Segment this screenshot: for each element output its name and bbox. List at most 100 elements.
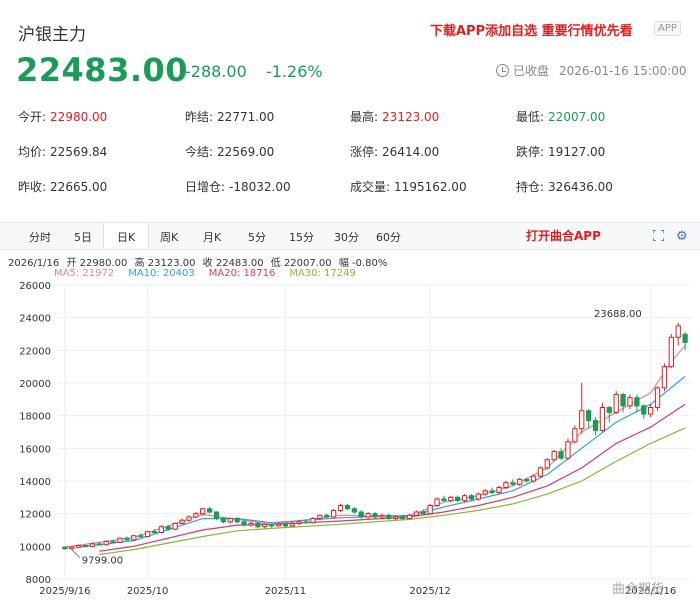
tab-4[interactable]: 月K [203, 231, 222, 244]
candle-body [372, 513, 378, 518]
candle-body [282, 523, 289, 527]
stat-item: 昨结: 22771.00 [185, 108, 274, 125]
stat-item: 持仓: 326436.00 [516, 178, 613, 195]
candle-body [317, 514, 323, 520]
candle-body [620, 393, 626, 407]
tab-1[interactable]: 5日 [74, 231, 92, 244]
gear-icon[interactable]: ⚙ [676, 229, 688, 244]
candle-body [268, 523, 275, 527]
candle-body [289, 522, 295, 527]
candle-body [344, 505, 351, 510]
candle-body [296, 521, 302, 524]
page-title: 沪银主力 [18, 25, 86, 45]
stat-value: 22569.84 [50, 145, 108, 159]
candle-body [455, 496, 461, 502]
candle-body [151, 531, 158, 534]
x-tick-label: 2025/11 [265, 586, 307, 597]
y-tick-label: 12000 [19, 510, 51, 521]
y-tick-label: 26000 [19, 281, 51, 292]
ma-legend-item: MA20: 18716 [208, 268, 276, 279]
stat-value: 22665.00 [50, 180, 108, 194]
open-app-link[interactable]: 打开曲合APP [526, 229, 601, 243]
candle-body [489, 490, 495, 493]
candle-body [351, 508, 357, 513]
candle-body [193, 513, 199, 518]
price-change: -288.00 [185, 62, 247, 81]
tab-5[interactable]: 5分 [248, 231, 266, 244]
tab-6[interactable]: 15分 [289, 231, 314, 244]
y-tick-label: 18000 [19, 412, 51, 423]
candle-body [510, 482, 516, 485]
kline-chart[interactable]: 8000 10000 12000 14000 16000 18000 20000 22000 2… [0, 278, 700, 601]
stat-item: 最高: 23123.00 [350, 108, 439, 125]
y-tick-label: 20000 [19, 379, 51, 390]
candle-body [413, 511, 419, 516]
stat-label: 涨停: [350, 145, 379, 159]
candle-body [420, 511, 426, 515]
stat-item: 均价: 22569.84 [18, 143, 107, 160]
candle-body [675, 325, 681, 338]
candle-body [668, 336, 674, 368]
stat-item: 成交量: 1195162.00 [350, 178, 467, 195]
candle-body [585, 410, 592, 422]
ma-legend-item: MA30: 17249 [289, 268, 356, 279]
download-app-promo-link[interactable]: 下载APP添加自选 重要行情优先看 [430, 24, 633, 39]
stat-label: 今开: [18, 110, 47, 124]
stat-label: 均价: [18, 145, 47, 159]
active-tab-highlight [103, 223, 149, 248]
candle-body [275, 523, 282, 527]
tab-0[interactable]: 分时 [29, 231, 51, 244]
candle-body [530, 475, 537, 482]
fullscreen-icon[interactable] [653, 230, 664, 241]
candle-body [138, 535, 144, 538]
stat-label: 持仓: [516, 180, 545, 194]
candle-body [448, 496, 454, 502]
candle-body [648, 407, 654, 415]
stat-item: 跌停: 19127.00 [516, 143, 605, 160]
stat-item: 昨收: 22665.00 [18, 178, 107, 195]
candle-body [337, 505, 344, 511]
candle-body [386, 514, 392, 520]
candle-body [227, 518, 233, 523]
candle-body [537, 467, 544, 477]
candle-body [220, 518, 227, 523]
annotation-label: 9799.00 [82, 556, 123, 567]
stat-item: 今结: 22569.00 [185, 143, 274, 160]
y-tick-label: 22000 [19, 346, 51, 357]
candle-body [379, 514, 385, 518]
tab-8[interactable]: 60分 [376, 231, 401, 244]
y-tick-label: 10000 [19, 542, 51, 553]
candle-body [200, 508, 206, 515]
price-change-percent: -1.26% [266, 62, 323, 81]
candle-body [131, 535, 137, 541]
app-badge[interactable]: APP [654, 21, 681, 36]
candle-body [358, 511, 364, 518]
stat-value: 22569.00 [217, 145, 275, 159]
candle-body [517, 478, 523, 485]
candle-body [496, 487, 502, 493]
x-tick-label: 2026/1/16 [625, 586, 676, 597]
stat-label: 最低: [516, 110, 545, 124]
last-price: 22483.00 [16, 51, 189, 89]
candle-body [558, 451, 564, 459]
candle-body [441, 498, 447, 502]
candle-body [76, 545, 82, 548]
candle-body [248, 522, 254, 526]
candle-body [434, 498, 440, 506]
tab-3[interactable]: 周K [160, 231, 179, 244]
x-tick-label: 2025/12 [409, 586, 451, 597]
candle-body [303, 521, 309, 524]
stat-label: 今结: [185, 145, 214, 159]
candle-body [310, 518, 316, 524]
candle-body [468, 495, 475, 500]
stat-item: 今开: 22980.00 [18, 108, 107, 125]
clock-icon [496, 64, 509, 77]
chart-tab-bar: 分时 5日 日K 周K 月K 5分 15分 30分 60分 打开曲合APP ⚙ [0, 222, 700, 250]
tab-2[interactable]: 日K [117, 231, 136, 244]
candle-body [461, 495, 468, 502]
x-tick-label: 2025/9/16 [39, 586, 90, 597]
annotation-pointer [71, 549, 81, 558]
candle-body [565, 441, 571, 459]
tab-7[interactable]: 30分 [334, 231, 359, 244]
candle-body [69, 546, 75, 550]
